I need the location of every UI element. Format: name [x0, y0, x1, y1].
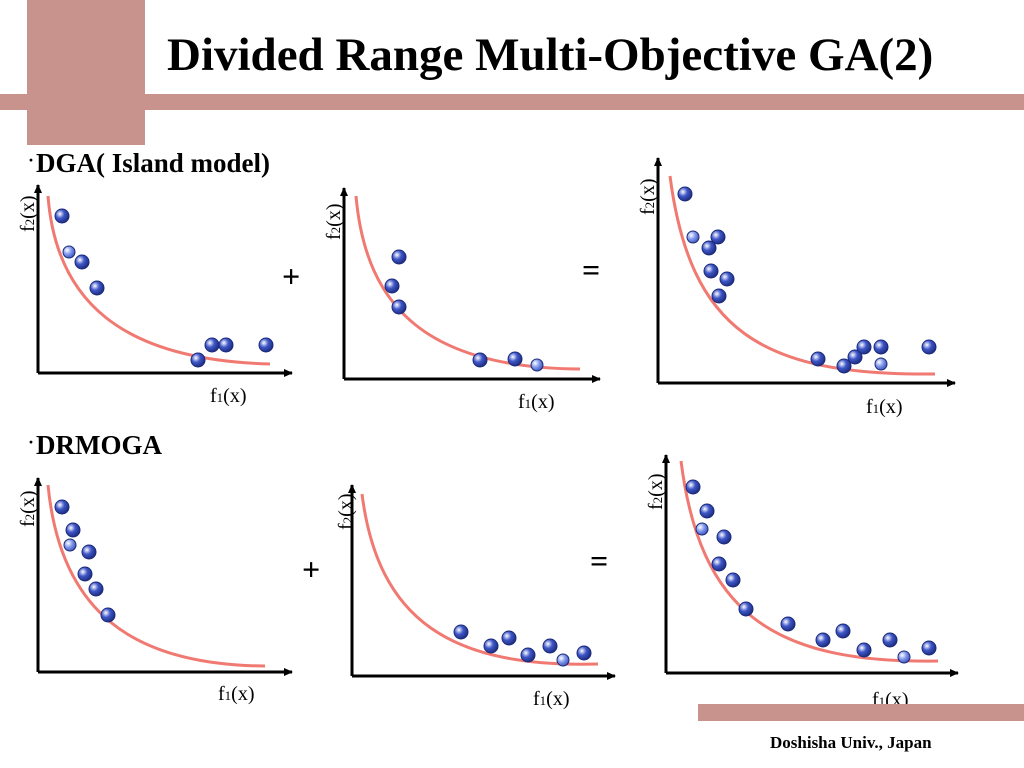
solution-point	[88, 581, 104, 597]
solution-point	[501, 630, 517, 646]
solution-point	[703, 263, 719, 279]
x-axis-label: f1(x)	[218, 683, 255, 705]
pareto-curve	[354, 195, 581, 371]
solution-point	[836, 358, 852, 374]
equals-sign: =	[582, 252, 601, 288]
pareto-curve	[360, 493, 599, 666]
y-axis-label: f2(x)	[335, 494, 357, 531]
y-axis-label: f2(x)	[17, 491, 39, 528]
x-axis-label: f1(x)	[866, 396, 903, 418]
y-axis-label: f2(x)	[17, 196, 39, 233]
solution-point-highlighted	[62, 245, 76, 259]
solution-point	[699, 503, 715, 519]
x-axis-label: f1(x)	[210, 385, 247, 407]
solution-point	[873, 339, 889, 355]
solution-point	[391, 249, 407, 265]
footer-text: Doshisha Univ., Japan	[770, 733, 932, 752]
solution-point	[218, 337, 234, 353]
section-dga-label: ·DGA( Island model)	[28, 148, 270, 179]
pareto-curve	[668, 175, 936, 376]
solution-point	[835, 623, 851, 639]
solution-point	[856, 339, 872, 355]
plus-sign: +	[282, 258, 301, 294]
solution-point	[711, 288, 727, 304]
solution-point	[81, 544, 97, 560]
bullet: ·	[28, 432, 35, 452]
decorative-block	[27, 0, 145, 145]
solution-point	[190, 352, 206, 368]
solution-point	[856, 642, 872, 658]
pareto-curve	[679, 460, 939, 663]
solution-point	[847, 349, 863, 365]
solution-point	[384, 278, 400, 294]
y-axis-label: f2(x)	[323, 204, 345, 241]
solution-point	[710, 229, 726, 245]
solution-point	[74, 254, 90, 270]
section-dga-text: DGA( Island model)	[36, 148, 271, 178]
solution-point	[815, 632, 831, 648]
solution-point	[921, 640, 937, 656]
solution-point	[453, 624, 469, 640]
solution-point	[507, 351, 523, 367]
x-axis-label: f1(x)	[518, 391, 555, 413]
solution-point	[701, 240, 717, 256]
solution-point	[719, 271, 735, 287]
solution-point	[520, 647, 536, 663]
solution-point	[810, 351, 826, 367]
y-axis-label: f2(x)	[637, 179, 659, 216]
solution-point	[921, 339, 937, 355]
solution-point	[391, 299, 407, 315]
solution-point	[576, 645, 592, 661]
solution-point-highlighted	[874, 357, 888, 371]
solution-point	[882, 632, 898, 648]
solution-point	[677, 186, 693, 202]
solution-point	[89, 280, 105, 296]
solution-point-highlighted	[63, 538, 77, 552]
solution-point	[711, 556, 727, 572]
footer-bar-decoration	[698, 704, 1024, 721]
solution-point-highlighted	[530, 358, 544, 372]
solution-point	[472, 352, 488, 368]
solution-point	[738, 601, 754, 617]
solution-point	[258, 337, 274, 353]
solution-point	[204, 337, 220, 353]
section-drmoga-text: DRMOGA	[36, 430, 162, 460]
solution-point	[780, 616, 796, 632]
solution-point	[100, 607, 116, 623]
y-axis-label: f2(x)	[645, 474, 667, 511]
section-drmoga-label: ·DRMOGA	[28, 430, 162, 461]
plus-sign: +	[302, 551, 321, 587]
solution-point-highlighted	[897, 650, 911, 664]
slide-title: Divided Range Multi-Objective GA(2)	[165, 22, 1017, 92]
solution-point	[65, 522, 81, 538]
solution-point-highlighted	[686, 230, 700, 244]
solution-point	[77, 566, 93, 582]
solution-point	[54, 499, 70, 515]
pareto-curve	[46, 195, 271, 366]
equals-sign: =	[590, 543, 609, 579]
title-bar-decoration	[0, 94, 1024, 110]
solution-point	[685, 479, 701, 495]
solution-point-highlighted	[695, 522, 709, 536]
bullet: ·	[28, 150, 35, 170]
solution-point	[542, 638, 558, 654]
solution-point	[483, 638, 499, 654]
solution-point	[725, 572, 741, 588]
x-axis-label: f1(x)	[533, 688, 570, 710]
solution-point-highlighted	[556, 653, 570, 667]
solution-point	[716, 529, 732, 545]
solution-point	[54, 208, 70, 224]
